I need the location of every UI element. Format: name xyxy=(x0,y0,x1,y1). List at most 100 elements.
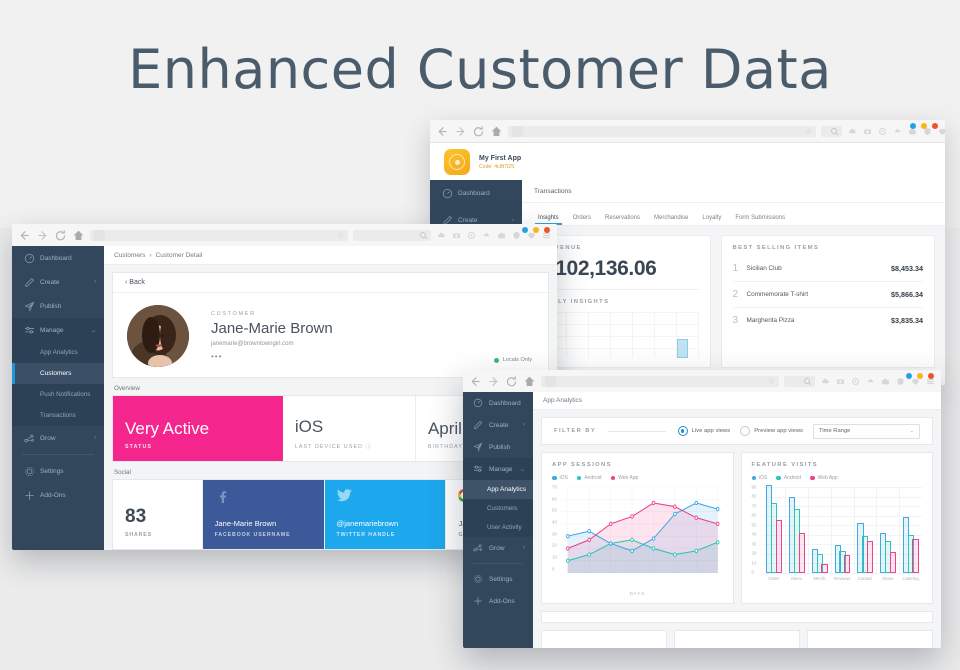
transactions-tabs[interactable]: Insights Orders Reservations Merchandise… xyxy=(522,203,945,226)
forward-arrow-icon[interactable] xyxy=(487,375,500,388)
sidebar-item-add-ons[interactable]: Add-Ons xyxy=(463,590,533,612)
tile-last-device[interactable]: iOS LAST DEVICE USED ⓘ xyxy=(283,396,416,461)
home-icon[interactable] xyxy=(72,229,85,242)
tab-form-submissions[interactable]: Form Submissions xyxy=(735,215,786,221)
search-input[interactable] xyxy=(784,375,815,387)
search-icon[interactable] xyxy=(830,127,839,136)
table-row[interactable]: 2 Commemorate T-shirt $5,866.34 xyxy=(732,282,923,308)
window-dot-yellow[interactable] xyxy=(533,227,539,233)
sidebar-item-settings[interactable]: Settings xyxy=(12,459,104,483)
window-app-analytics[interactable]: ☆ Dashboard Create › Publish xyxy=(463,370,941,648)
reload-icon[interactable] xyxy=(54,229,67,242)
star-icon[interactable]: ☆ xyxy=(336,230,344,240)
sidebar-item-dashboard[interactable]: Dashboard xyxy=(12,246,104,270)
sidebar-item-add-ons[interactable]: Add-Ons xyxy=(12,483,104,507)
briefcase-icon[interactable] xyxy=(881,377,890,386)
window-dot-red[interactable] xyxy=(544,227,550,233)
shield-icon[interactable] xyxy=(896,377,905,386)
search-input[interactable] xyxy=(821,125,842,137)
sidebar-item-manage[interactable]: Manage ⌄ xyxy=(12,318,104,342)
window-dot-blue[interactable] xyxy=(906,373,912,379)
sidebar-item-customers[interactable]: Customers xyxy=(12,363,104,384)
sidebar-item-push-notifications[interactable]: Push Notifications xyxy=(12,384,104,405)
camera-icon[interactable] xyxy=(452,231,461,240)
url-bar[interactable]: ☆ xyxy=(90,229,348,241)
circle-icon[interactable] xyxy=(467,231,476,240)
breadcrumb-parent[interactable]: Customers xyxy=(114,251,146,259)
more-options-button[interactable]: ••• xyxy=(211,352,223,361)
shield-icon[interactable] xyxy=(512,231,521,240)
legend-webapp[interactable]: Web App xyxy=(810,475,838,481)
star-icon[interactable]: ☆ xyxy=(804,126,812,136)
forward-arrow-icon[interactable] xyxy=(36,229,49,242)
forward-arrow-icon[interactable] xyxy=(454,125,467,138)
sidebar-item-transactions[interactable]: Transactions xyxy=(12,405,104,426)
back-arrow-icon[interactable] xyxy=(436,125,449,138)
home-icon[interactable] xyxy=(866,377,875,386)
sidebar-item-publish[interactable]: Publish xyxy=(463,436,533,458)
time-range-select[interactable]: Time Range ⌄ xyxy=(813,423,920,439)
legend-android[interactable]: Android xyxy=(776,475,801,481)
briefcase-icon[interactable] xyxy=(497,231,506,240)
heart-icon[interactable] xyxy=(527,231,536,240)
tile-status[interactable]: Very Active STATUS xyxy=(113,396,283,461)
circle-icon[interactable] xyxy=(878,127,887,136)
table-row[interactable]: 3 Margherita Pizza $3,835.34 xyxy=(733,308,923,333)
search-icon[interactable] xyxy=(803,377,812,386)
cloud-icon[interactable] xyxy=(848,127,857,136)
heart-icon[interactable] xyxy=(938,127,945,136)
legend-ios[interactable]: iOS xyxy=(751,475,767,481)
radio-preview-app-views[interactable] xyxy=(740,426,751,436)
camera-icon[interactable] xyxy=(863,127,872,136)
sidebar-item-customers[interactable]: Customers xyxy=(463,499,533,518)
sidebar-item-app-analytics[interactable]: App Analytics xyxy=(12,342,104,363)
window-dot-red[interactable] xyxy=(932,123,938,129)
sidebar-item-create[interactable]: Create › xyxy=(463,414,533,436)
back-button[interactable]: ‹ Back xyxy=(113,273,548,293)
sidebar-item-grow[interactable]: Grow › xyxy=(12,426,104,450)
table-row[interactable]: 1 Sicilian Club $8,453.34 xyxy=(732,256,923,282)
shield-icon[interactable] xyxy=(923,127,932,136)
tab-merchandise[interactable]: Merchandise xyxy=(654,215,689,221)
url-bar[interactable]: ☆ xyxy=(508,125,816,137)
cloud-icon[interactable] xyxy=(821,377,830,386)
heart-icon[interactable] xyxy=(911,377,920,386)
breadcrumb[interactable]: Customers › Customer Detail xyxy=(104,246,557,265)
window-controls[interactable] xyxy=(906,373,934,379)
window-dot-yellow[interactable] xyxy=(921,123,927,129)
sidebar-item-publish[interactable]: Publish xyxy=(12,294,104,318)
sidebar-item-manage[interactable]: Manage ⌄ xyxy=(463,458,533,480)
tile-shares[interactable]: 83 SHARES xyxy=(113,480,203,549)
reload-icon[interactable] xyxy=(505,375,518,388)
home-icon[interactable] xyxy=(482,231,491,240)
sidebar-item-dashboard[interactable]: Dashboard xyxy=(430,180,522,207)
home-icon[interactable] xyxy=(490,125,503,138)
sidebar-item-grow[interactable]: Grow › xyxy=(463,537,533,559)
tile-facebook[interactable]: Jane-Marie Brown FACEBOOK USERNAME xyxy=(202,480,325,549)
sidebar-item-user-activity[interactable]: User Activity xyxy=(463,518,533,537)
window-dot-blue[interactable] xyxy=(910,123,916,129)
window-dot-yellow[interactable] xyxy=(917,373,923,379)
tab-orders[interactable]: Orders xyxy=(572,215,592,221)
window-controls[interactable] xyxy=(910,123,938,129)
back-arrow-icon[interactable] xyxy=(469,375,482,388)
reload-icon[interactable] xyxy=(472,125,485,138)
camera-icon[interactable] xyxy=(836,377,845,386)
sidebar-item-settings[interactable]: Settings xyxy=(463,568,533,590)
tab-loyalty[interactable]: Loyalty xyxy=(702,215,722,221)
sidebar-customer[interactable]: Dashboard Create › Publish Manage ⌄ App … xyxy=(12,246,104,550)
circle-icon[interactable] xyxy=(851,377,860,386)
window-dot-red[interactable] xyxy=(928,373,934,379)
legend-ios[interactable]: iOS xyxy=(552,475,568,481)
legend-webapp[interactable]: Web App xyxy=(610,475,638,481)
search-icon[interactable] xyxy=(419,231,428,240)
star-icon[interactable]: ☆ xyxy=(767,376,775,386)
sidebar-item-create[interactable]: Create › xyxy=(12,270,104,294)
window-controls[interactable] xyxy=(522,227,550,233)
url-bar[interactable]: ☆ xyxy=(541,375,779,387)
tab-reservations[interactable]: Reservations xyxy=(605,215,641,221)
back-arrow-icon[interactable] xyxy=(18,229,31,242)
legend-android[interactable]: Android xyxy=(576,475,602,481)
search-input[interactable] xyxy=(353,229,431,241)
home-icon[interactable] xyxy=(893,127,902,136)
